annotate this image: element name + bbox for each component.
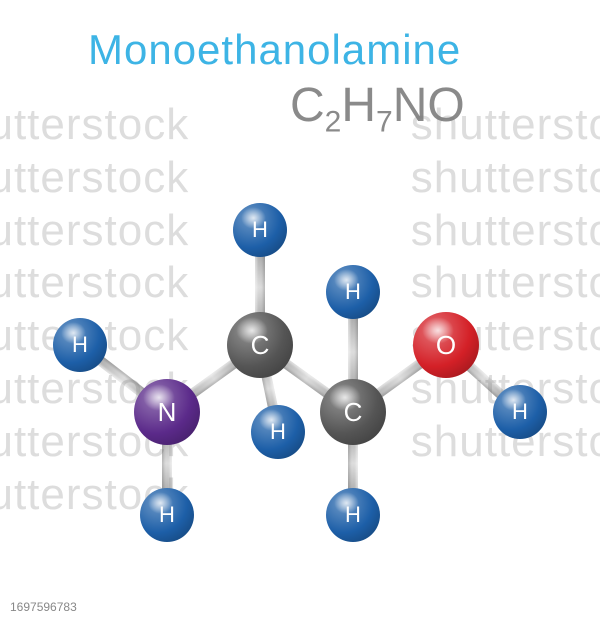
atom-H_N1: H	[53, 318, 107, 372]
atom-O: O	[413, 312, 479, 378]
molecule-diagram: NCCOHHHHHHH	[0, 0, 600, 620]
atom-C2: C	[320, 379, 386, 445]
atom-H_C2b: H	[326, 488, 380, 542]
atom-H_N2: H	[140, 488, 194, 542]
atom-N: N	[134, 379, 200, 445]
atom-H_C1b: H	[251, 405, 305, 459]
atom-H_C2a: H	[326, 265, 380, 319]
atom-H_O: H	[493, 385, 547, 439]
atom-C1: C	[227, 312, 293, 378]
stock-image-id: 1697596783	[10, 600, 77, 614]
atom-H_C1a: H	[233, 203, 287, 257]
